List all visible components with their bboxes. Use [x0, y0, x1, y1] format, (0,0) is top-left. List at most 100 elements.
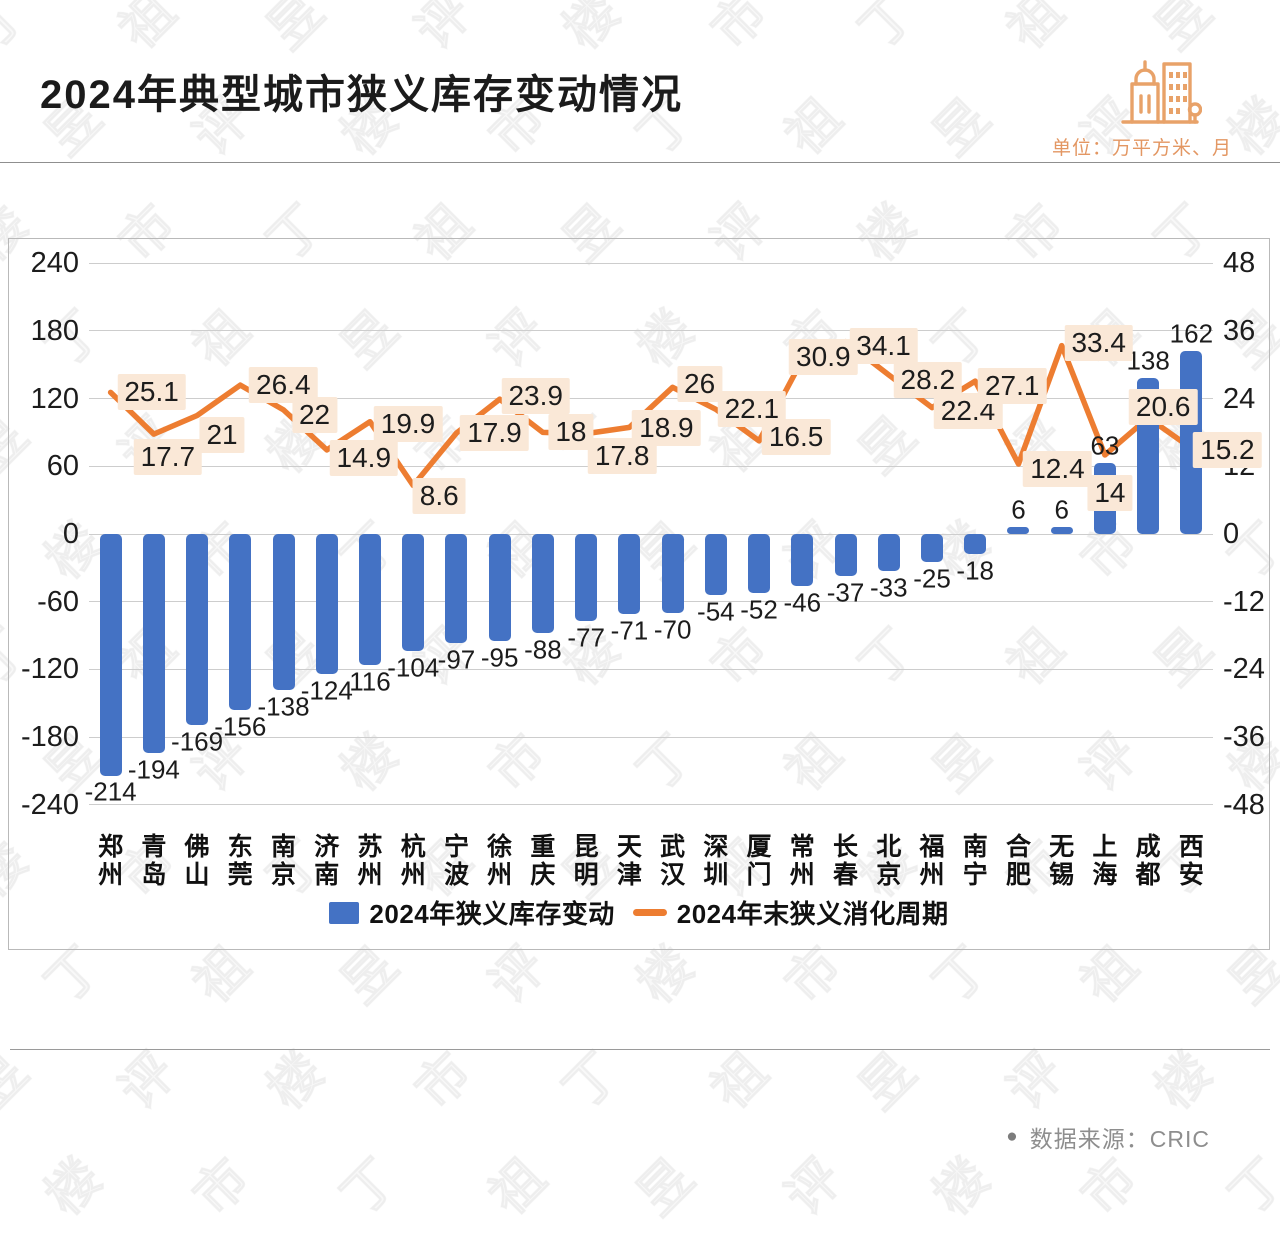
watermark-char: 祖	[701, 1042, 780, 1121]
category-label: 厦 门	[746, 833, 772, 889]
bar-value-label: -95	[480, 642, 519, 673]
line-value-label: 21	[199, 416, 245, 453]
bar-杭州	[402, 534, 425, 652]
left-axis-tick: 180	[30, 314, 79, 347]
line-path	[107, 338, 1195, 489]
left-axis-tick: 60	[46, 450, 79, 483]
gridline	[89, 736, 1213, 738]
bar-value-label: 6	[1054, 494, 1069, 525]
line-legend-swatch-icon	[632, 909, 667, 916]
bar-value-label: -46	[783, 587, 822, 618]
watermark-char: 丁	[331, 1148, 410, 1227]
bar-长春	[834, 534, 857, 576]
bar-value-label: -33	[869, 572, 908, 603]
watermark-char: 祖	[775, 88, 854, 167]
line-value-label: 12.4	[1023, 451, 1092, 488]
bar-value-label: -18	[956, 555, 995, 586]
bar-昆明	[575, 534, 598, 621]
watermark-char: 楼	[923, 1148, 1002, 1227]
watermark-char: 丁	[849, 0, 928, 61]
bar-武汉	[661, 534, 684, 613]
watermark-char: 昱	[627, 1148, 706, 1227]
bar-天津	[618, 534, 641, 615]
watermark-char: 评	[109, 1042, 188, 1121]
category-label: 福 州	[919, 833, 945, 889]
right-axis-tick: -12	[1223, 585, 1265, 618]
left-axis-tick: -240	[20, 788, 79, 821]
bar-苏州	[359, 534, 381, 665]
bar-郑州	[99, 534, 122, 776]
watermark-char: 市	[701, 0, 780, 61]
gridline	[89, 262, 1213, 264]
watermark-char: 昱	[0, 1042, 39, 1121]
bar-合肥	[1007, 527, 1030, 535]
category-label: 徐 州	[487, 833, 513, 889]
bar-value-label: 162	[1169, 318, 1214, 349]
watermark-char: 楼	[35, 1148, 114, 1227]
right-axis-tick: 0	[1223, 518, 1240, 550]
header-divider	[0, 162, 1280, 163]
line-value-label: 26.4	[249, 367, 318, 404]
source-text: 数据来源：CRIC	[1029, 1126, 1210, 1152]
category-label: 郑 州	[98, 833, 124, 889]
watermark-char: 昱	[849, 1042, 928, 1121]
bar-value-label: -70	[653, 614, 692, 645]
bar-value-label: -124	[300, 675, 353, 706]
category-label: 深 圳	[703, 833, 729, 889]
bar-legend-label: 2024年狭义库存变动	[369, 899, 615, 929]
category-label: 宁 波	[443, 833, 469, 889]
bar-宁波	[445, 534, 468, 644]
category-label: 西 安	[1178, 833, 1204, 889]
bar-value-label: -54	[697, 596, 735, 627]
bar-value-label: -104	[387, 652, 440, 683]
plot-area: 240481803612024601200-60-12-120-24-180-3…	[9, 239, 1269, 949]
line-value-label: 23.9	[501, 378, 570, 415]
category-label: 无 锡	[1049, 833, 1075, 889]
category-label: 合 肥	[1005, 833, 1031, 889]
bar-重庆	[531, 534, 554, 634]
category-label: 上 海	[1092, 833, 1118, 889]
right-axis-tick: 48	[1223, 247, 1256, 280]
bar-value-label: -138	[257, 691, 310, 722]
gridline	[89, 330, 1213, 332]
watermark-char: 评	[775, 1148, 854, 1227]
line-value-label: 18	[548, 414, 594, 451]
category-label: 苏 州	[357, 833, 383, 889]
category-label: 武 汉	[660, 833, 686, 889]
watermark-char: 楼	[1145, 1042, 1224, 1121]
left-axis-tick: -120	[20, 653, 79, 686]
bar-佛山	[186, 534, 209, 725]
bar-value-label: -169	[171, 726, 224, 757]
bar-value-label: -37	[826, 577, 865, 608]
bar-深圳	[704, 534, 727, 595]
watermark-char: 评	[405, 0, 484, 61]
right-axis-tick: -48	[1223, 788, 1265, 821]
bar-南宁	[964, 534, 987, 555]
bar-value-label: 138	[1126, 345, 1170, 376]
watermark-char: 丁	[1219, 1148, 1280, 1227]
right-axis-tick: 24	[1223, 382, 1256, 415]
bar-value-label: 116	[349, 666, 391, 697]
line-value-label: 15.2	[1193, 432, 1262, 469]
line-legend-label: 2024年末狭义消化周期	[676, 899, 949, 929]
line-value-label: 30.9	[789, 338, 858, 375]
bar-value-label: -156	[214, 711, 267, 742]
category-label: 成 都	[1135, 833, 1161, 889]
gridline	[89, 601, 1213, 603]
footer-divider	[10, 1049, 1270, 1050]
watermark-char: 楼	[553, 0, 632, 61]
bar-value-label: 63	[1090, 430, 1120, 461]
buildings-icon	[1121, 60, 1202, 124]
line-value-label: 8.6	[412, 478, 466, 515]
watermark-char: 评	[997, 1042, 1076, 1121]
bar-常州	[791, 534, 814, 586]
watermark-char: 祖	[479, 1148, 558, 1227]
line-value-label: 17.9	[460, 415, 529, 451]
line-value-label: 27.1	[977, 368, 1047, 405]
bar-value-label: -214	[84, 776, 137, 807]
category-label: 杭 州	[400, 833, 426, 889]
bar-value-label: -52	[740, 594, 778, 625]
bar-value-label: 6	[1011, 494, 1026, 525]
left-axis-tick: -180	[20, 721, 79, 754]
bar-青岛	[142, 534, 165, 753]
